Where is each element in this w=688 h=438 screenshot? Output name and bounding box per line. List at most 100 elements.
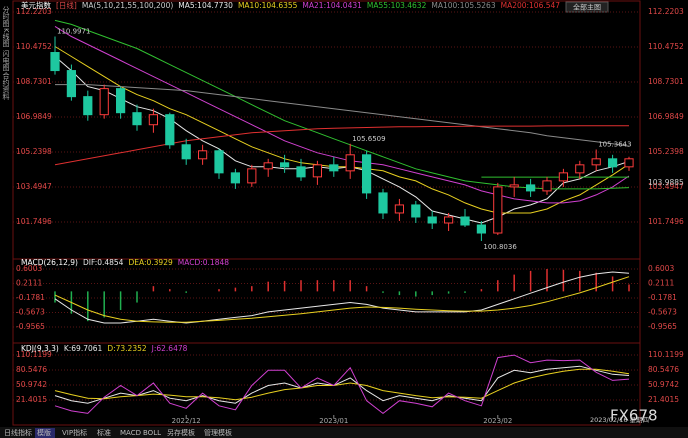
indicator-line xyxy=(54,276,630,323)
watermark: FX678 xyxy=(610,407,658,425)
candle-body xyxy=(345,154,355,172)
y-tick-label: 0.6003 xyxy=(16,264,42,273)
candle-body xyxy=(378,192,388,214)
tab[interactable]: MACD xyxy=(120,429,141,437)
indicator-line xyxy=(54,125,629,166)
y-tick-label-right: 110.4752 xyxy=(648,42,684,51)
candle-body xyxy=(263,162,273,170)
y-tick-label: 110.1199 xyxy=(16,350,52,359)
indicator-name: MA(5,10,21,55,100,200) xyxy=(82,1,173,10)
y-tick-label-right: 103.4947 xyxy=(648,182,684,191)
y-tick-label-right: 21.4015 xyxy=(648,395,679,404)
candle-body xyxy=(493,186,503,234)
y-tick-label-right: 80.5476 xyxy=(648,365,679,374)
candle-body xyxy=(591,158,601,166)
cursor-date: 2023/02/16 星期四 xyxy=(590,416,649,424)
price-annotation: 105.3643 xyxy=(598,141,631,149)
tab[interactable]: 模版 xyxy=(37,428,51,437)
tab[interactable]: 管理模板 xyxy=(204,428,232,437)
candle-body xyxy=(608,158,618,168)
panel-title: KDJ(9,3,3) xyxy=(21,344,59,353)
y-tick-label-right: 0.6003 xyxy=(648,264,674,273)
y-tick-label: -0.1781 xyxy=(16,293,45,302)
tab[interactable]: 另存模板 xyxy=(167,428,195,437)
indicator-line xyxy=(54,46,630,214)
candle-body xyxy=(575,164,585,174)
panel-subtitle: [日线] xyxy=(56,0,77,10)
legend-entry: DIF:0.4854 xyxy=(83,258,124,267)
candle-body xyxy=(198,150,208,160)
candle-body xyxy=(66,70,77,98)
candle-body xyxy=(165,114,175,146)
candle-body xyxy=(394,204,404,214)
candle-body xyxy=(329,164,339,172)
x-tick-label: 2023/02 xyxy=(483,417,512,425)
candle-body xyxy=(230,172,241,184)
main-button-label[interactable]: 全部主图 xyxy=(573,3,601,12)
reference-label: 103.9885 xyxy=(648,178,684,187)
y-tick-label-right: 0.2111 xyxy=(648,279,674,288)
candle-body xyxy=(214,150,224,174)
tab[interactable]: 指标 xyxy=(18,428,32,437)
candle-body xyxy=(247,168,257,184)
candle-body xyxy=(312,164,322,178)
panel-title: MACD(26,12,9) xyxy=(21,258,78,267)
legend-entry: DEA:0.3929 xyxy=(128,258,173,267)
candle-body xyxy=(526,184,536,192)
tab[interactable]: 日线 xyxy=(4,428,18,437)
indicator-line xyxy=(54,368,630,401)
indicator-line xyxy=(54,365,630,404)
legend-entry: MA100:105.5263 xyxy=(431,1,495,10)
indicator-line xyxy=(54,354,630,415)
y-tick-label: 50.9742 xyxy=(16,380,47,389)
y-tick-label-right: 105.2398 xyxy=(648,147,684,156)
indicator-line xyxy=(54,19,630,190)
candle-body xyxy=(427,216,437,224)
y-tick-label: -0.9565 xyxy=(16,322,45,331)
y-tick-label: 101.7496 xyxy=(16,217,52,226)
y-tick-label-right: -0.5673 xyxy=(648,308,677,317)
y-tick-label-right: 106.9849 xyxy=(648,112,684,121)
tab[interactable]: 标准 xyxy=(97,428,111,437)
y-tick-label: 108.7301 xyxy=(16,77,52,86)
price-annotation: 105.6509 xyxy=(352,135,385,143)
sidebar-item[interactable]: 闪电图 xyxy=(2,49,10,72)
legend-entry: MACD:0.1848 xyxy=(178,258,229,267)
y-tick-label: 112.2203 xyxy=(16,7,52,16)
candle-body xyxy=(83,96,93,116)
sidebar-item[interactable]: 分时图 xyxy=(2,5,10,28)
y-tick-label-right: 108.7301 xyxy=(648,77,684,86)
frame xyxy=(12,0,641,426)
candle-body xyxy=(280,162,290,168)
legend-entry: MA10:104.6355 xyxy=(238,1,298,10)
x-tick-label: 2022/12 xyxy=(172,417,201,425)
y-tick-label: 21.4015 xyxy=(16,395,47,404)
y-tick-label: 106.9849 xyxy=(16,112,52,121)
candle-body xyxy=(460,216,470,226)
candle-body xyxy=(116,88,126,114)
y-tick-label: -0.5673 xyxy=(16,308,45,317)
y-tick-label: 80.5476 xyxy=(16,365,47,374)
sidebar-item[interactable]: K线图 xyxy=(2,28,10,48)
indicator-line xyxy=(54,25,630,204)
y-tick-label: 103.4947 xyxy=(16,182,52,191)
y-tick-label-right: 110.1199 xyxy=(648,350,684,359)
indicator-line xyxy=(55,84,630,147)
candle-body xyxy=(181,144,191,160)
sidebar-item[interactable]: 合约资料 xyxy=(2,71,10,101)
candle-body xyxy=(148,114,159,126)
price-annotation: 100.8036 xyxy=(483,243,517,251)
legend-entry: D:73.2352 xyxy=(107,344,147,353)
candle-body xyxy=(476,224,486,234)
candle-body xyxy=(296,166,306,178)
y-tick-label-right: -0.9565 xyxy=(648,322,677,331)
y-tick-label: 110.4752 xyxy=(16,42,52,51)
legend-entry: MA55:103.4632 xyxy=(367,1,427,10)
y-tick-label-right: -0.1781 xyxy=(648,293,677,302)
indicator-line xyxy=(54,56,630,224)
tab[interactable]: BOLL xyxy=(143,429,161,437)
candle-body xyxy=(509,184,519,188)
panel-header: KDJ(9,3,3) K:69.7061 D:73.2352 J:62.6478 xyxy=(21,344,188,353)
tab[interactable]: VIP指标 xyxy=(62,428,87,437)
